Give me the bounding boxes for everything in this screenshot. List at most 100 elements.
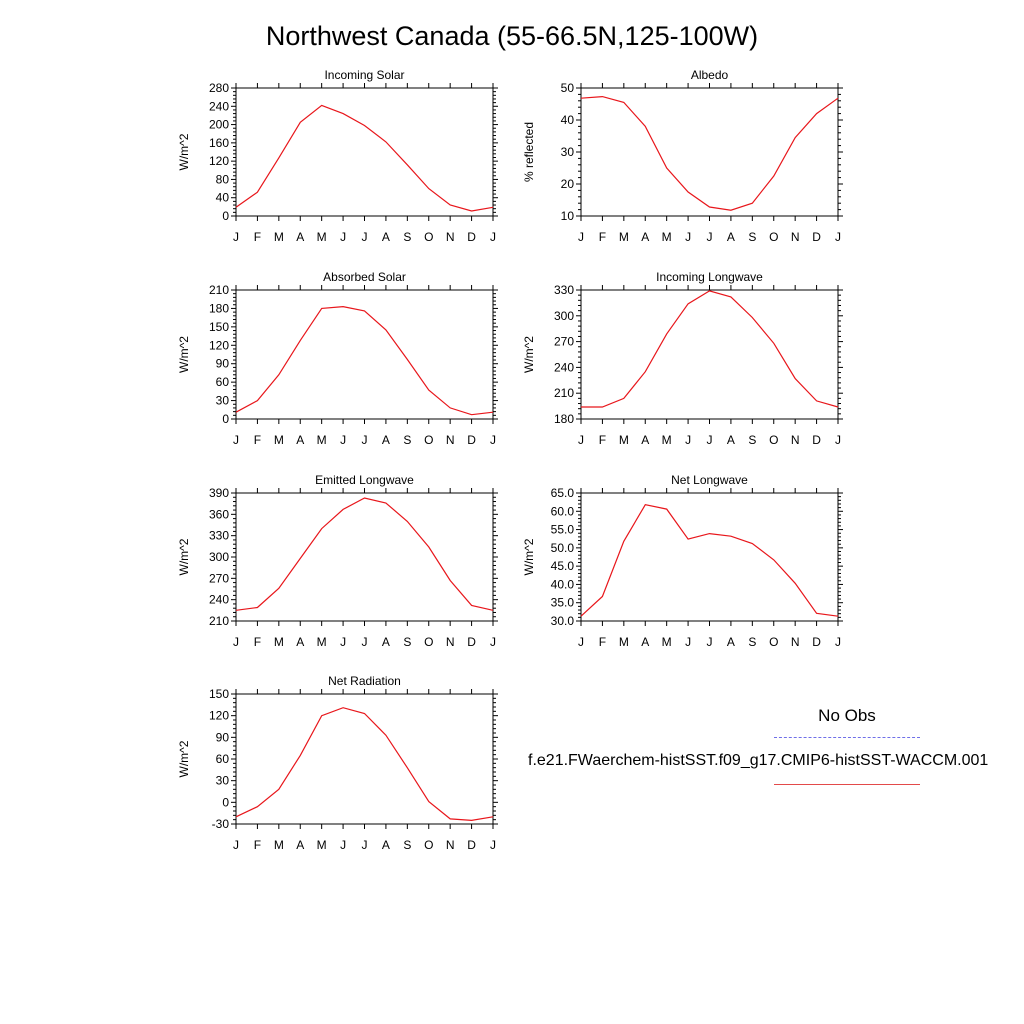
y-axis-label: W/m^2 [177, 538, 191, 575]
x-tick-label: J [685, 433, 691, 447]
panel-frame [235, 87, 494, 217]
x-tick-label: N [791, 230, 800, 244]
x-tick-label: A [382, 838, 390, 852]
y-tick-label: 210 [209, 614, 229, 628]
x-tick-label: F [599, 433, 606, 447]
y-tick-label: 35.0 [551, 596, 575, 610]
y-tick-label: 240 [209, 593, 229, 607]
legend-obs-heading: No Obs [818, 706, 876, 725]
x-tick-label: D [812, 230, 821, 244]
x-tick-label: J [578, 230, 584, 244]
x-tick-label: J [707, 635, 713, 649]
y-axis-label: W/m^2 [522, 336, 536, 373]
x-tick-label: D [467, 838, 476, 852]
y-tick-label: 0 [222, 412, 229, 426]
x-tick-label: O [769, 433, 778, 447]
y-tick-label: 30 [216, 394, 230, 408]
x-tick-label: D [812, 433, 821, 447]
panel-net-longwave: Net Longwave W/m^2 30.0 35.0 40.0 45.0 50.0 55.… [522, 473, 843, 649]
x-tick-label: J [835, 230, 841, 244]
x-tick-label: F [599, 230, 606, 244]
y-tick-label: 30 [561, 145, 575, 159]
x-tick-label: A [641, 433, 649, 447]
y-tick-label: 210 [554, 386, 574, 400]
y-axis-label: % reflected [522, 122, 536, 182]
x-tick-label: S [403, 635, 411, 649]
y-tick-label: 30 [216, 774, 230, 788]
x-tick-label: J [362, 635, 368, 649]
x-tick-label: N [446, 230, 455, 244]
x-tick-label: S [403, 838, 411, 852]
panel-absorbed-solar: Absorbed Solar W/m^2 0 30 60 90 120 150 180 210 J F… [177, 270, 498, 447]
x-tick-label: J [685, 635, 691, 649]
x-tick-label: J [707, 230, 713, 244]
y-tick-label: 270 [209, 571, 229, 585]
x-tick-label: M [317, 230, 327, 244]
x-tick-label: M [274, 433, 284, 447]
x-tick-label: O [424, 838, 433, 852]
y-tick-label: 50.0 [551, 541, 575, 555]
y-tick-label: 0 [222, 795, 229, 809]
y-tick-label: 330 [209, 529, 229, 543]
panel-incoming-longwave: Incoming Longwave W/m^2 180 210 240 270 300 330… [522, 270, 843, 447]
panel-title: Incoming Solar [324, 68, 404, 82]
x-tick-label: A [296, 838, 304, 852]
x-tick-label: S [748, 433, 756, 447]
y-tick-label: 60 [216, 752, 230, 766]
y-tick-label: 200 [209, 118, 229, 132]
x-tick-label: A [296, 635, 304, 649]
x-tick-label: J [233, 433, 239, 447]
y-tick-label: 180 [554, 412, 574, 426]
y-tick-label: 10 [561, 209, 575, 223]
legend-model-label: f.e21.FWaerchem-histSST.f09_g17.CMIP6-hi… [528, 752, 989, 769]
x-tick-label: A [382, 635, 390, 649]
series-line [235, 707, 494, 822]
y-tick-label: 60.0 [551, 504, 575, 518]
y-tick-label: 120 [209, 709, 229, 723]
y-tick-label: 20 [561, 177, 575, 191]
y-tick-label: -30 [212, 817, 230, 831]
x-tick-label: J [578, 433, 584, 447]
x-tick-label: J [707, 433, 713, 447]
x-tick-label: J [835, 635, 841, 649]
x-tick-label: M [274, 230, 284, 244]
x-tick-label: J [362, 230, 368, 244]
y-tick-label: 300 [554, 309, 574, 323]
x-tick-label: D [467, 635, 476, 649]
y-tick-label: 80 [216, 172, 230, 186]
x-tick-label: O [769, 635, 778, 649]
x-tick-label: F [254, 230, 261, 244]
y-tick-label: 300 [209, 550, 229, 564]
x-tick-label: A [382, 230, 390, 244]
y-tick-label: 90 [216, 357, 230, 371]
y-tick-label: 330 [554, 283, 574, 297]
y-tick-label: 150 [209, 320, 229, 334]
series-line [235, 497, 494, 611]
x-tick-label: M [619, 433, 629, 447]
x-tick-label: M [662, 433, 672, 447]
x-tick-label: N [446, 433, 455, 447]
y-tick-label: 90 [216, 730, 230, 744]
series-line [580, 504, 839, 617]
x-tick-label: J [233, 838, 239, 852]
y-tick-label: 55.0 [551, 523, 575, 537]
y-tick-label: 210 [209, 283, 229, 297]
y-tick-label: 360 [209, 507, 229, 521]
x-tick-label: M [317, 635, 327, 649]
x-tick-label: J [490, 635, 496, 649]
x-tick-label: M [317, 838, 327, 852]
panel-title: Albedo [691, 68, 729, 82]
y-tick-label: 50 [561, 81, 575, 95]
y-tick-label: 40.0 [551, 577, 575, 591]
panel-frame [580, 87, 839, 217]
x-tick-label: J [340, 838, 346, 852]
x-tick-label: A [296, 230, 304, 244]
panel-title: Emitted Longwave [315, 473, 414, 487]
y-tick-label: 120 [209, 338, 229, 352]
y-axis-label: W/m^2 [177, 133, 191, 170]
x-tick-label: A [727, 230, 735, 244]
x-tick-label: N [791, 433, 800, 447]
x-tick-label: J [362, 838, 368, 852]
